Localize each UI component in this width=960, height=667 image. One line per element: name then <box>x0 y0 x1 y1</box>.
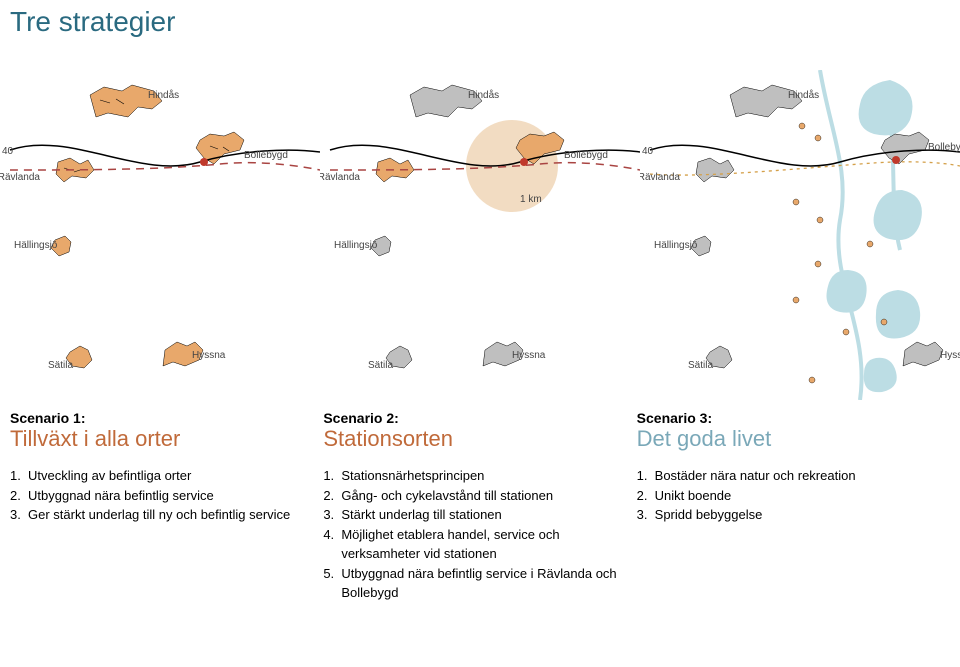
list-item-text: Utbyggnad nära befintlig service i Rävla… <box>341 564 616 603</box>
list-item: 3.Stärkt underlag till stationen <box>323 505 616 525</box>
label-bollebygd: Bollebygd <box>564 150 608 161</box>
list-item: 1.Utveckling av befintliga orter <box>10 466 303 486</box>
label-ravlanda: Rävlanda <box>320 172 360 183</box>
label-hallingsjo: Hällingsjö <box>654 240 698 251</box>
scenario-2-title: Stationsorten <box>323 426 616 452</box>
list-item-text: Utbyggnad nära befintlig service <box>28 486 303 506</box>
list-item-number: 2. <box>637 486 655 506</box>
list-item-number: 4. <box>323 525 341 564</box>
hub-dot <box>520 158 528 166</box>
list-item-number: 2. <box>10 486 28 506</box>
scenario-3-title: Det goda livet <box>637 426 930 452</box>
town-ravlanda <box>56 158 94 182</box>
scenario-1-head: Scenario 1: <box>10 410 303 426</box>
list-item-text: Spridd bebyggelse <box>655 505 930 525</box>
map-scenario-3: Hindås Bollebygd Rävlanda Hällingsjö Sät… <box>640 70 960 400</box>
town-hyssna <box>903 342 943 366</box>
maps-row: Hindås Bollebygd Rävlanda Hällingsjö Sät… <box>0 70 960 400</box>
label-hyssna: Hyssna <box>192 350 226 361</box>
scenario-2-head: Scenario 2: <box>323 410 616 426</box>
label-onekm: 1 km <box>520 194 542 205</box>
scenario-2: Scenario 2: Stationsorten 1.Stationsnärh… <box>323 410 636 603</box>
list-item: 4.Möjlighet etablera handel, service och… <box>323 525 616 564</box>
label-hindas: Hindås <box>468 89 499 101</box>
list-item-number: 5. <box>323 564 341 603</box>
label-satila: Sätila <box>48 360 73 371</box>
hub-dot <box>892 156 900 164</box>
list-item-text: Gång- och cykelavstånd till stationen <box>341 486 616 506</box>
scenarios-row: Scenario 1: Tillväxt i alla orter 1.Utve… <box>10 410 950 603</box>
scenario-1-title: Tillväxt i alla orter <box>10 426 303 452</box>
label-bollebygd: Bollebygd <box>244 150 288 161</box>
label-satila: Sätila <box>368 360 393 371</box>
scenario-3-head: Scenario 3: <box>637 410 930 426</box>
town-ravlanda <box>376 158 414 182</box>
list-item-number: 3. <box>323 505 341 525</box>
list-item: 2.Gång- och cykelavstånd till stationen <box>323 486 616 506</box>
hub-dot <box>200 158 208 166</box>
map-scenario-1: Hindås Bollebygd Rävlanda Hällingsjö Sät… <box>0 70 320 400</box>
list-item: 3.Spridd bebyggelse <box>637 505 930 525</box>
list-item-number: 1. <box>637 466 655 486</box>
scenario-1-list: 1.Utveckling av befintliga orter2.Utbygg… <box>10 466 303 525</box>
label-ravlanda: Rävlanda <box>0 172 40 183</box>
list-item: 3.Ger stärkt underlag till ny och befint… <box>10 505 303 525</box>
scenario-2-list: 1.Stationsnärhetsprincipen2.Gång- och cy… <box>323 466 616 603</box>
water-blob <box>864 358 897 392</box>
scenario-3-list: 1.Bostäder nära natur och rekreation2.Un… <box>637 466 930 525</box>
label-ravlanda: Rävlanda <box>640 172 680 183</box>
label-forty: 40 <box>642 146 654 157</box>
page-title: Tre strategier <box>10 6 175 38</box>
label-satila: Sätila <box>688 360 713 371</box>
list-item-text: Stärkt underlag till stationen <box>341 505 616 525</box>
list-item-number: 2. <box>323 486 341 506</box>
scenario-3: Scenario 3: Det goda livet 1.Bostäder nä… <box>637 410 950 603</box>
list-item: 1.Stationsnärhetsprincipen <box>323 466 616 486</box>
town-bollebygd <box>881 132 929 164</box>
list-item-text: Stationsnärhetsprincipen <box>341 466 616 486</box>
label-hyssna: Hyssna <box>940 350 960 361</box>
label-bollebygd: Bollebygd <box>928 142 960 153</box>
list-item: 2.Utbyggnad nära befintlig service <box>10 486 303 506</box>
list-item-text: Möjlighet etablera handel, service och v… <box>341 525 616 564</box>
water-blob <box>859 80 913 135</box>
list-item-number: 3. <box>637 505 655 525</box>
label-hindas: Hindås <box>788 89 819 101</box>
list-item-text: Bostäder nära natur och rekreation <box>655 466 930 486</box>
list-item-text: Utveckling av befintliga orter <box>28 466 303 486</box>
map-scenario-2: Hindås Bollebygd Rävlanda Hällingsjö Sät… <box>320 70 640 400</box>
label-hallingsjo: Hällingsjö <box>14 240 58 251</box>
list-item: 2.Unikt boende <box>637 486 930 506</box>
list-item-number: 1. <box>323 466 341 486</box>
list-item-number: 1. <box>10 466 28 486</box>
water-blob <box>876 290 920 339</box>
scenario-1: Scenario 1: Tillväxt i alla orter 1.Utve… <box>10 410 323 603</box>
list-item: 1.Bostäder nära natur och rekreation <box>637 466 930 486</box>
list-item-number: 3. <box>10 505 28 525</box>
label-hallingsjo: Hällingsjö <box>334 240 378 251</box>
label-forty: 40 <box>2 146 14 157</box>
label-hyssna: Hyssna <box>512 350 546 361</box>
list-item-text: Ger stärkt underlag till ny och befintli… <box>28 505 303 525</box>
list-item: 5.Utbyggnad nära befintlig service i Räv… <box>323 564 616 603</box>
label-hindas: Hindås <box>148 89 179 101</box>
town-ravlanda <box>696 158 734 182</box>
list-item-text: Unikt boende <box>655 486 930 506</box>
